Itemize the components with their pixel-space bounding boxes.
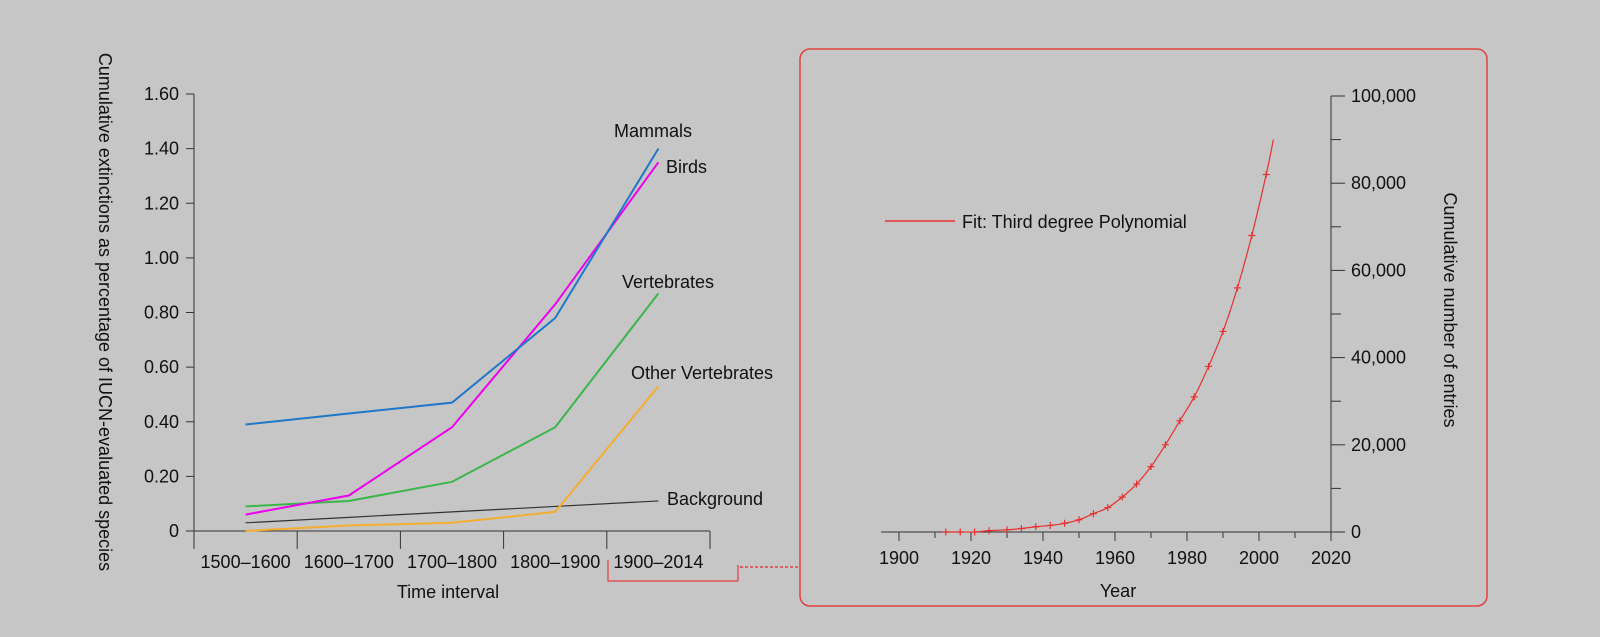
data-point-marker <box>1176 417 1184 425</box>
left-y-tick-label: 0.60 <box>144 357 179 377</box>
data-point-marker <box>1133 480 1141 488</box>
data-point-marker <box>1118 493 1126 501</box>
left-x-tick-label: 1700–1800 <box>407 552 497 572</box>
left-y-tick-label: 0.20 <box>144 466 179 486</box>
inset-x-tick-label: 2020 <box>1311 548 1351 568</box>
data-point-marker <box>1046 521 1054 529</box>
data-point-marker <box>1205 362 1213 370</box>
inset-x-tick-label: 1940 <box>1023 548 1063 568</box>
data-point-marker <box>1017 525 1025 533</box>
series-label-vertebrates: Vertebrates <box>622 272 714 292</box>
inset-x-tick-label: 1900 <box>879 548 919 568</box>
left-x-tick-label: 1800–1900 <box>510 552 600 572</box>
data-point-marker <box>1003 526 1011 534</box>
inset-x-tick-label: 1920 <box>951 548 991 568</box>
left-x-axis-title: Time interval <box>397 582 499 602</box>
inset-x-tick-label: 1960 <box>1095 548 1135 568</box>
inset-y-tick-label: 80,000 <box>1351 173 1406 193</box>
data-point-marker <box>1248 232 1256 240</box>
inset-y-axis-title: Cumulative number of entries <box>1440 192 1460 427</box>
left-y-tick-label: 1.60 <box>144 84 179 104</box>
series-line-vertebrates <box>245 292 660 508</box>
data-point-marker <box>985 527 993 535</box>
inset-x-tick-label: 2000 <box>1239 548 1279 568</box>
inset-x-axis-title: Year <box>1100 581 1136 601</box>
data-point-marker <box>1104 504 1112 512</box>
series-line-background <box>245 500 659 524</box>
inset-marks <box>942 139 1274 536</box>
data-point-marker <box>1161 441 1169 449</box>
data-point-marker <box>1219 327 1227 335</box>
legend-label: Fit: Third degree Polynomial <box>962 212 1187 232</box>
series-label-birds: Birds <box>666 157 707 177</box>
left-x-tick-label: 1900–2014 <box>613 552 703 572</box>
left-x-tick-label: 1500–1600 <box>201 552 291 572</box>
series-line-mammals <box>245 148 660 426</box>
series-label-other-vertebrates: Other Vertebrates <box>631 363 773 383</box>
series-label-background: Background <box>667 489 763 509</box>
inset-legend: Fit: Third degree Polynomial <box>885 212 1187 232</box>
series-line-other-vertebrates <box>245 385 660 532</box>
inset-y-tick-label: 100,000 <box>1351 86 1416 106</box>
zoom-connector <box>607 560 800 582</box>
extinction-line-chart: 0 0.20 0.40 0.60 0.80 1.00 1.20 1.40 1.60 1500–16… <box>95 53 773 602</box>
data-point-marker <box>1147 463 1155 471</box>
data-point-marker <box>1233 284 1241 292</box>
data-point-marker <box>1089 510 1097 518</box>
left-y-tick-label: 1.40 <box>144 139 179 159</box>
data-point-marker <box>1061 519 1069 527</box>
series-line-birds <box>245 161 660 516</box>
data-point-marker <box>1190 393 1198 401</box>
inset-frame <box>799 48 1488 607</box>
left-y-tick-label: 0 <box>169 521 179 541</box>
data-point-marker <box>971 528 979 536</box>
data-point-marker <box>942 528 950 536</box>
connector-bracket <box>607 560 739 582</box>
left-y-tick-label: 0.40 <box>144 412 179 432</box>
fit-curve <box>945 139 1274 533</box>
inset-x-tick-label: 1980 <box>1167 548 1207 568</box>
left-chart-series: Background Other Vertebrates Vertebrates Bi… <box>245 121 773 532</box>
left-chart-axes: 0 0.20 0.40 0.60 0.80 1.00 1.20 1.40 1.60 1500–16… <box>144 84 711 572</box>
series-label-mammals: Mammals <box>614 121 692 141</box>
data-point-marker <box>1075 516 1083 524</box>
data-point-marker <box>1032 523 1040 531</box>
left-y-axis-title: Cumulative extinctions as percentage of … <box>95 53 115 571</box>
data-point-marker <box>1262 170 1270 178</box>
inset-y-tick-label: 20,000 <box>1351 435 1406 455</box>
left-x-tick-label: 1600–1700 <box>304 552 394 572</box>
left-y-tick-label: 1.20 <box>144 193 179 213</box>
inset-y-tick-label: 0 <box>1351 522 1361 542</box>
left-y-tick-label: 1.00 <box>144 248 179 268</box>
inset-y-tick-label: 40,000 <box>1351 348 1406 368</box>
inset-y-tick-label: 60,000 <box>1351 260 1406 280</box>
left-y-tick-label: 0.80 <box>144 303 179 323</box>
data-point-marker <box>956 528 964 536</box>
